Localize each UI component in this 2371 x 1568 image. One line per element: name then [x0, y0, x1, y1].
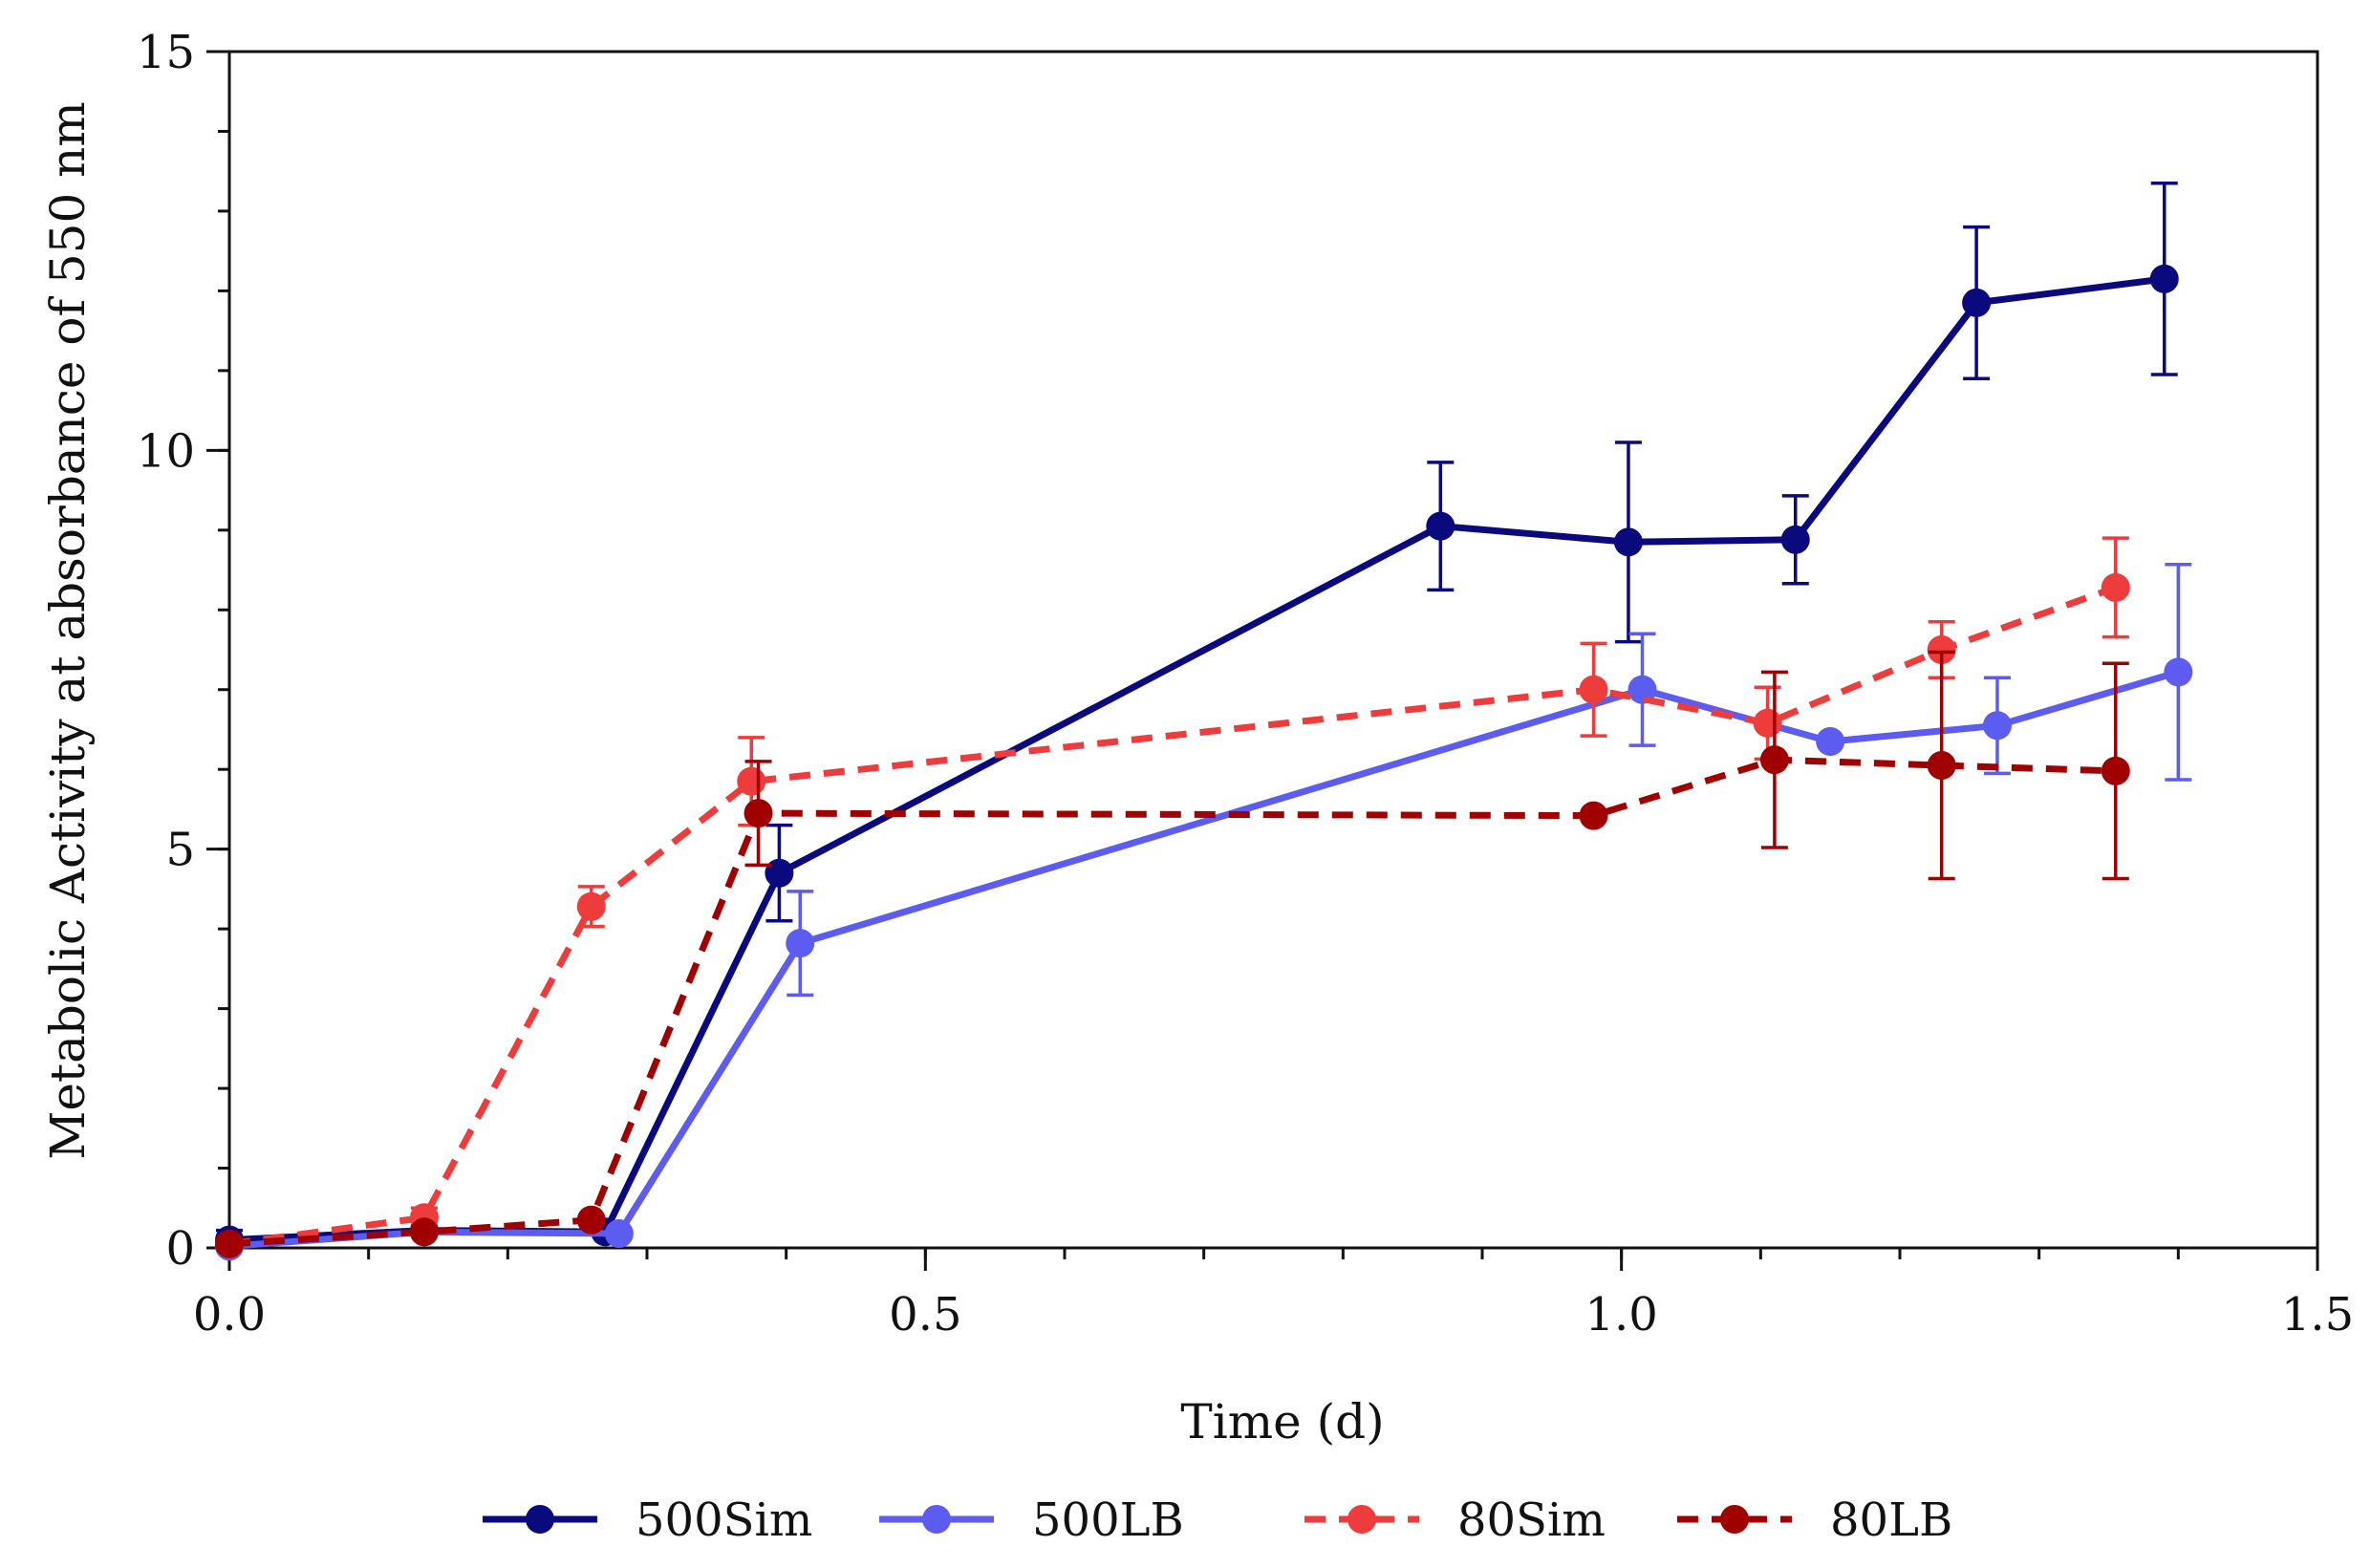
data-point — [1927, 635, 1956, 664]
y-axis-label: Metabolic Activity at absorbance of 550 … — [40, 101, 96, 1160]
data-point — [2101, 756, 2130, 785]
x-tick-label: 0.5 — [889, 1288, 961, 1342]
data-point — [576, 891, 606, 921]
series-500LB — [215, 562, 2193, 1261]
data-point — [1753, 708, 1782, 738]
series-500Sim — [215, 181, 2179, 1255]
legend-swatch-marker — [526, 1505, 554, 1534]
data-point — [2149, 264, 2179, 293]
legend-item-500Sim: 500Sim — [483, 1493, 812, 1547]
legend-item-80Sim: 80Sim — [1304, 1493, 1606, 1547]
legend-label: 500LB — [1032, 1493, 1184, 1547]
axes-layer: 0.0 0.5 1.0 1.5 0 5 10 15 — [137, 26, 2354, 1342]
series-layer — [215, 181, 2193, 1261]
series-line — [226, 275, 2168, 1244]
data-point — [604, 1218, 634, 1248]
data-point — [1627, 675, 1657, 704]
plot-frame — [227, 50, 2319, 1250]
x-tick-label: 0.0 — [193, 1288, 266, 1342]
data-point — [2101, 572, 2130, 602]
legend-swatch-marker — [1720, 1505, 1749, 1534]
data-point — [1780, 525, 1810, 554]
data-point — [215, 1229, 244, 1258]
series-line — [228, 584, 2117, 1248]
data-point — [2164, 657, 2193, 687]
legend-label: 80Sim — [1457, 1493, 1606, 1547]
legend-item-80LB: 80LB — [1677, 1493, 1952, 1547]
data-point — [1579, 675, 1608, 704]
legend-swatch-marker — [922, 1505, 951, 1534]
data-point — [765, 858, 794, 888]
series-80LB — [215, 650, 2130, 1258]
data-point — [1426, 511, 1455, 541]
y-tick-label: 15 — [137, 26, 195, 79]
series-line — [228, 756, 2116, 1248]
data-point — [737, 766, 766, 796]
data-point — [786, 929, 815, 958]
data-point — [1759, 745, 1789, 775]
series-80Sim — [215, 536, 2130, 1258]
series-line — [226, 668, 2182, 1250]
legend-label: 80LB — [1830, 1493, 1952, 1547]
x-axis-label: Time (d) — [1180, 1394, 1384, 1450]
data-point — [1579, 801, 1608, 830]
data-point — [409, 1217, 439, 1247]
legend-swatch-marker — [1347, 1505, 1376, 1534]
data-point — [1816, 726, 1845, 756]
x-tick-label: 1.5 — [2281, 1288, 2354, 1342]
data-point — [1927, 751, 1956, 781]
data-point — [1982, 711, 2012, 741]
legend-label: 500Sim — [636, 1493, 812, 1547]
legend-item-500LB: 500LB — [879, 1493, 1184, 1547]
data-point — [744, 799, 773, 828]
data-point — [576, 1205, 606, 1235]
x-tick-label: 1.0 — [1584, 1288, 1657, 1342]
y-tick-label: 10 — [137, 424, 195, 478]
legend: 500Sim 500LB 80Sim 80LB — [483, 1493, 1952, 1547]
y-tick-label: 5 — [165, 824, 195, 877]
y-tick-label: 0 — [165, 1222, 195, 1276]
data-point — [1613, 527, 1643, 557]
data-point — [1962, 288, 1992, 317]
